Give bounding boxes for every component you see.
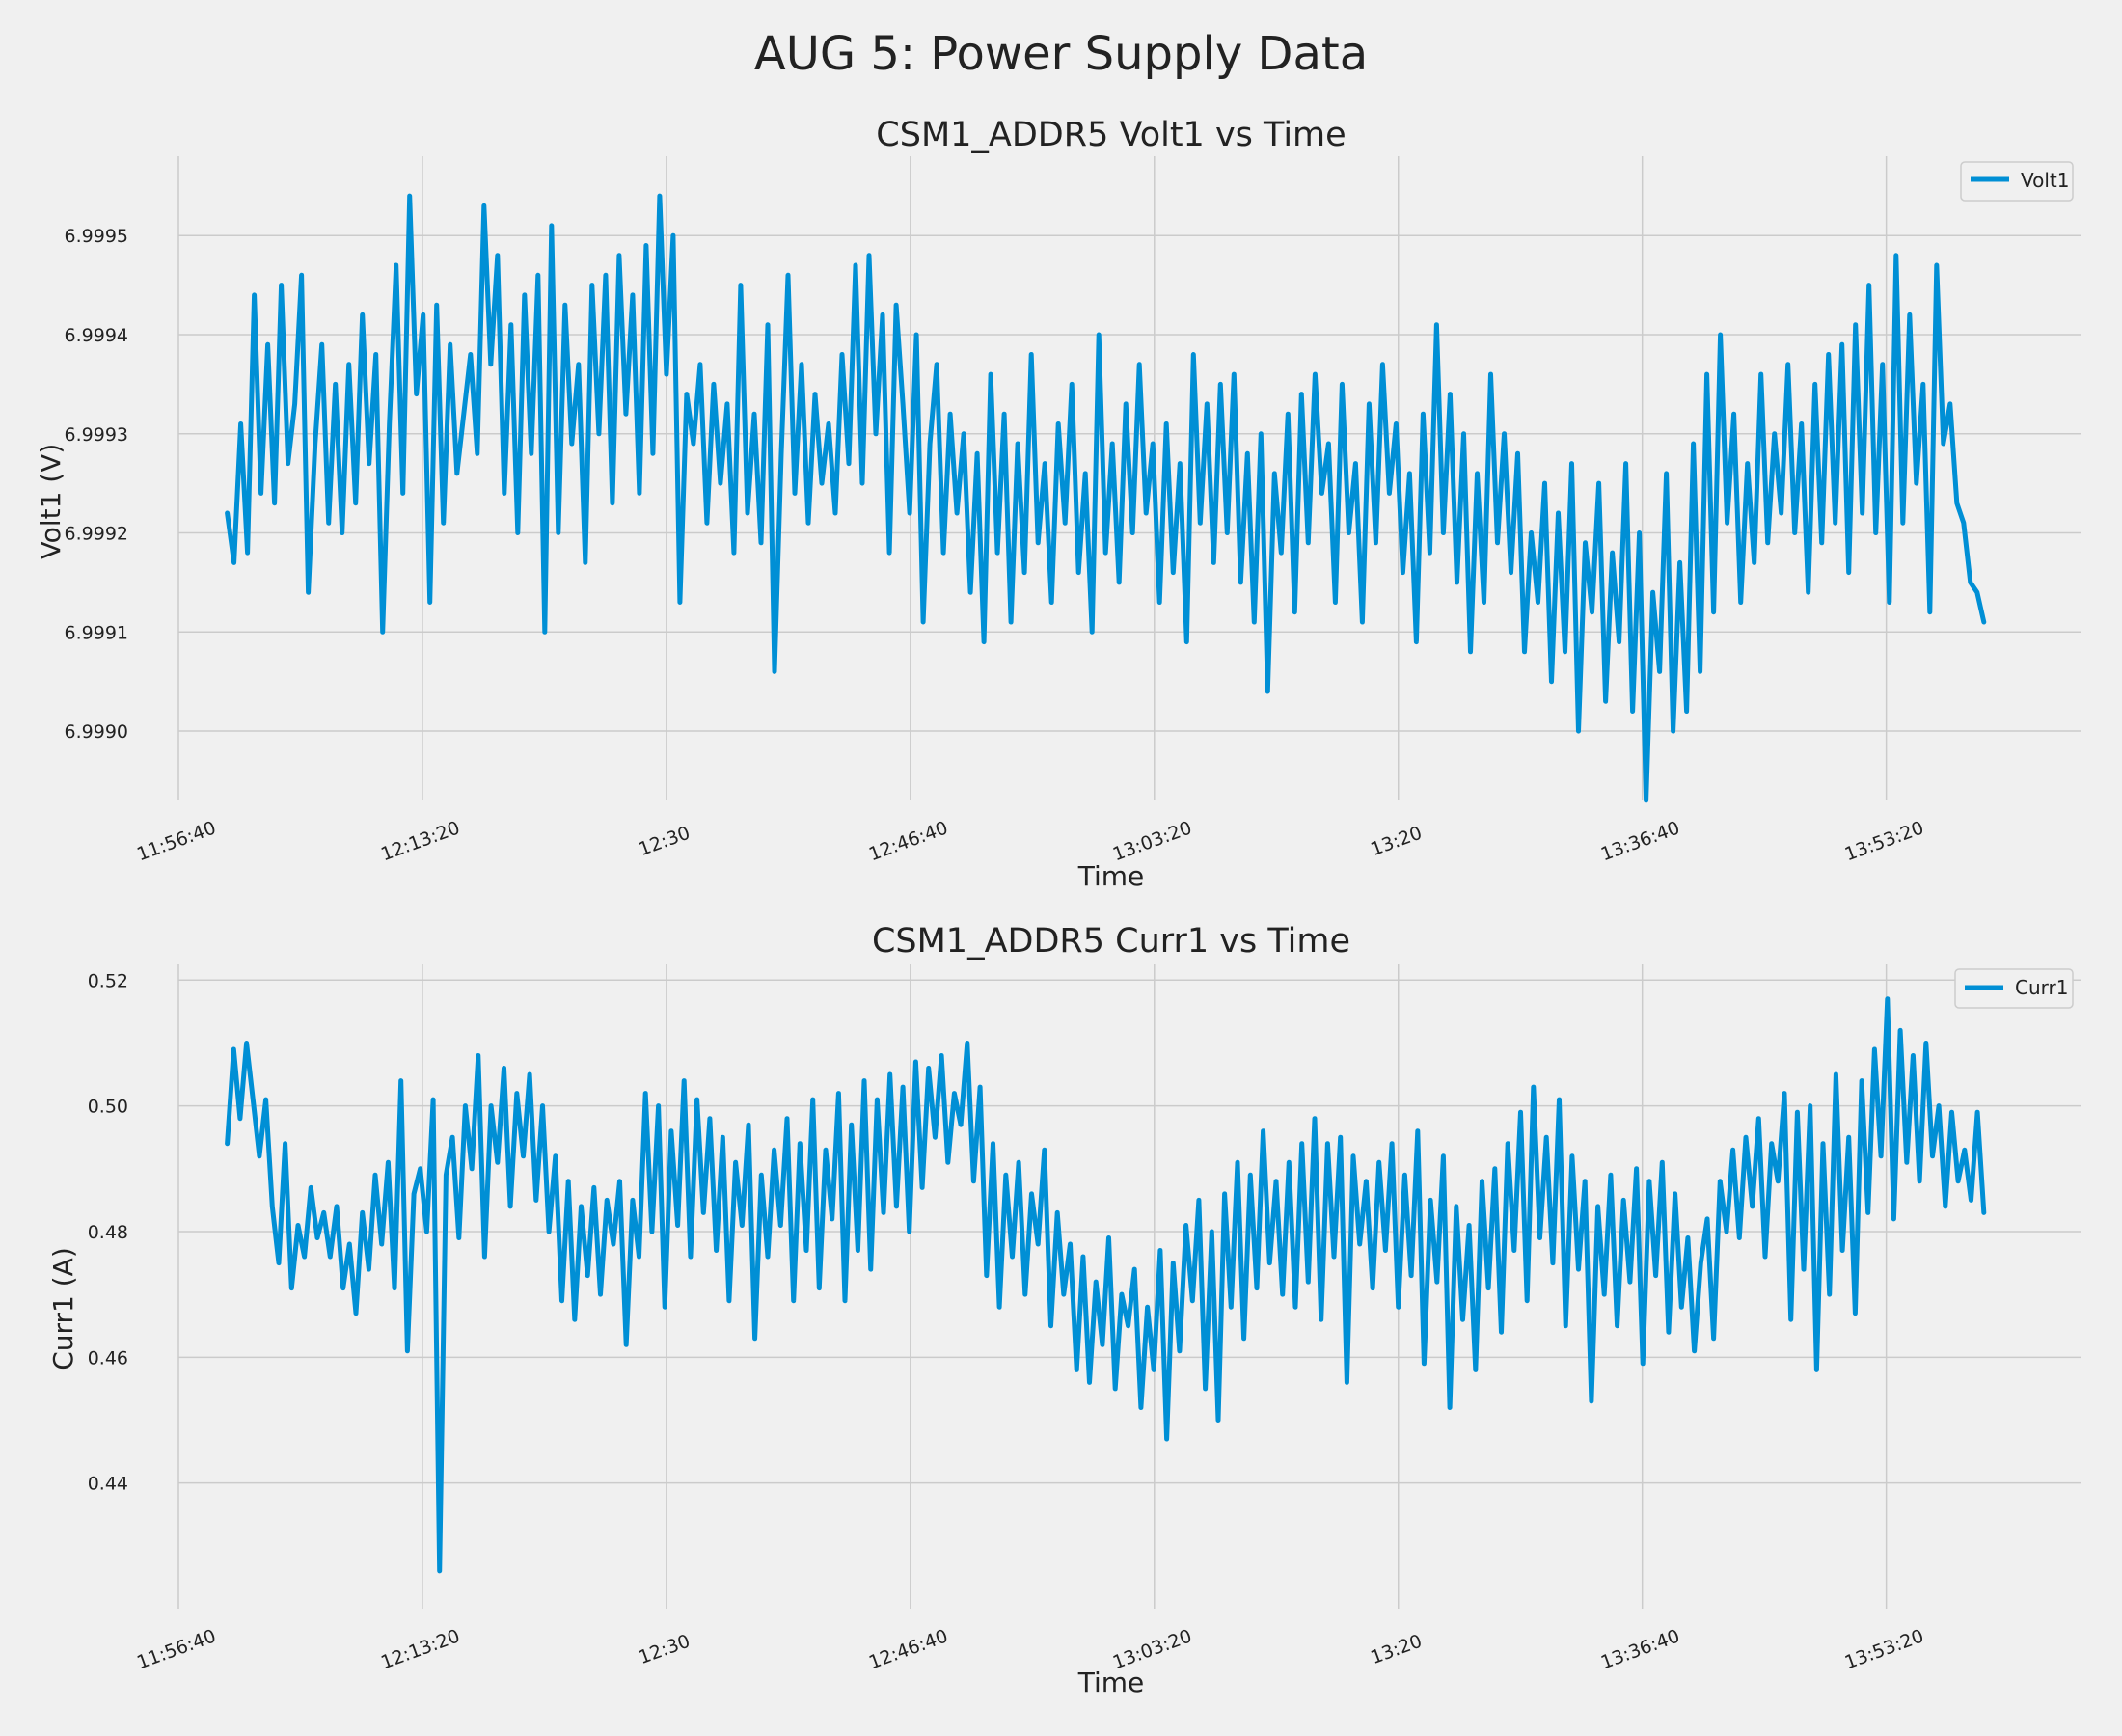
volt-ytick-label: 6.9995 xyxy=(65,226,128,247)
volt-ytick-label: 6.9990 xyxy=(65,721,128,743)
volt-ytick-label: 6.9993 xyxy=(65,424,128,446)
curr-ytick-label: 0.50 xyxy=(88,1097,128,1118)
volt-series-line xyxy=(225,193,1987,803)
volt-x-axis-label: Time xyxy=(1077,860,1145,892)
volt-y-axis-label: Volt1 (V) xyxy=(35,444,67,560)
figure-suptitle: AUG 5: Power Supply Data xyxy=(754,27,1368,81)
volt-legend-label: Volt1 xyxy=(2021,169,2070,192)
curr-legend: Curr1 xyxy=(1954,968,2074,1009)
curr-y-axis: 0.44 0.46 0.48 0.50 0.52 xyxy=(88,970,128,1494)
curr-y-axis-label: Curr1 (A) xyxy=(47,1247,79,1370)
curr-ytick-label: 0.52 xyxy=(88,970,128,991)
volt-chart-title: CSM1_ADDR5 Volt1 vs Time xyxy=(876,116,1346,154)
curr-series-line xyxy=(225,996,1987,1574)
curr-chart-title: CSM1_ADDR5 Curr1 vs Time xyxy=(872,922,1350,961)
volt-y-axis: 6.9990 6.9991 6.9992 6.9993 6.9994 6.9995 xyxy=(65,226,128,743)
curr-ytick-label: 0.46 xyxy=(88,1347,128,1369)
curr-ytick-label: 0.48 xyxy=(88,1222,128,1243)
curr-grid xyxy=(177,964,2081,1609)
curr-x-axis-label: Time xyxy=(1077,1667,1145,1698)
curr-ytick-label: 0.44 xyxy=(88,1474,128,1495)
curr-legend-box xyxy=(1954,968,2074,1009)
volt-ytick-label: 6.9992 xyxy=(65,524,128,545)
curr-legend-label: Curr1 xyxy=(2015,976,2068,999)
volt-legend: Volt1 xyxy=(1960,161,2074,202)
volt-ytick-label: 6.9994 xyxy=(65,325,128,346)
volt-legend-box xyxy=(1960,161,2074,202)
volt-ytick-label: 6.9991 xyxy=(65,622,128,643)
